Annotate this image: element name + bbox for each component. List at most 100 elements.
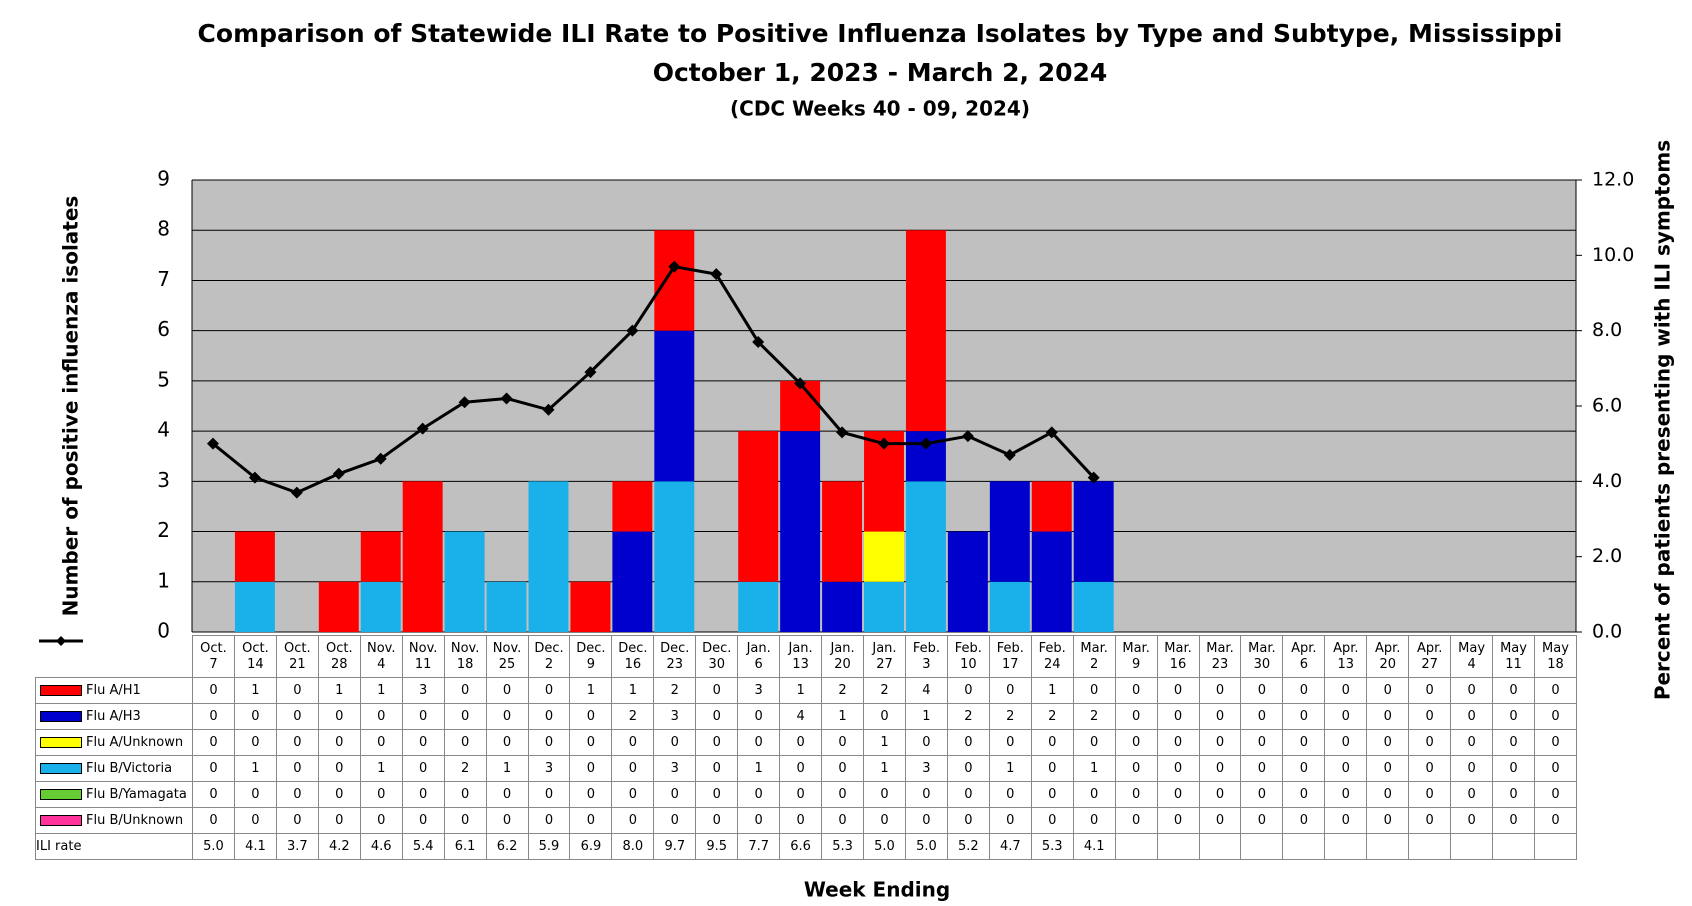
- x-tick-label: Mar. 16: [1156, 635, 1200, 678]
- table-cell: 0: [1324, 755, 1368, 782]
- table-cell: 0: [1366, 755, 1410, 782]
- table-cell: 0: [359, 781, 403, 808]
- table-cell: 0: [1366, 781, 1410, 808]
- y-axis-title: Number of positive influenza isolates: [59, 196, 83, 617]
- bar-segment: [360, 581, 401, 632]
- table-cell: 0: [904, 781, 948, 808]
- bar-segment: [654, 481, 695, 632]
- series-row: Flu A/H1 0 1 0 1 1 3 0 0 0 1 1 2 0 3 1 2 2 4 0 0 1 0 0 0 0 0 0 0 0 0 0 0…: [35, 677, 1577, 704]
- table-cell: 8.0: [611, 833, 655, 860]
- ili-marker: [668, 260, 681, 273]
- table-cell: 0: [569, 781, 613, 808]
- table-cell: 0: [821, 755, 864, 782]
- table-cell: 0: [1366, 729, 1410, 756]
- table-cell: 3.7: [275, 833, 319, 860]
- table: Oct. 7 Oct. 14 Oct. 21 Oct. 28 Nov. 4 Nov. 11…: [35, 635, 1577, 860]
- table-cell: 0: [1534, 781, 1577, 808]
- table-cell: 0: [1534, 807, 1577, 834]
- table-cell: 6.1: [443, 833, 487, 860]
- y2-tick-label: 12.0: [1592, 169, 1634, 191]
- x-axis-title: Week Ending: [804, 878, 950, 902]
- table-cell: 0: [1156, 729, 1200, 756]
- ili-line: [212, 264, 1095, 495]
- x-tick-label: Oct. 14: [233, 635, 277, 678]
- table-cell: 0: [1030, 729, 1074, 756]
- table-cell: 1: [821, 703, 864, 730]
- x-tick-label: Dec. 16: [611, 635, 655, 678]
- table-cell: 0: [779, 729, 823, 756]
- table-cell: 0: [1198, 677, 1242, 704]
- table-cell: 0: [1408, 703, 1452, 730]
- table-cell: 0: [988, 807, 1032, 834]
- table-cell: 0: [946, 755, 990, 782]
- table-cell: 0: [1450, 807, 1494, 834]
- bar-segment: [234, 581, 275, 632]
- legend-label: Flu B/Yamagata: [86, 787, 187, 802]
- table-cell: 0: [1366, 703, 1410, 730]
- table-cell: 0: [527, 729, 571, 756]
- table-cell: 0: [1408, 729, 1452, 756]
- table-cell: 0: [946, 781, 990, 808]
- bar-segment: [654, 230, 695, 331]
- y-tick-label: 5: [157, 367, 170, 391]
- table-cell: 0: [1408, 677, 1452, 704]
- table-cell: 1: [359, 755, 403, 782]
- table-cell: 0: [1450, 781, 1494, 808]
- legend-label: Flu B/Victoria: [86, 761, 173, 776]
- table-cell: 0: [233, 729, 277, 756]
- x-tick-label: May 18: [1534, 635, 1577, 678]
- y-tick-label: 9: [157, 167, 170, 191]
- table-cell: 0: [233, 807, 277, 834]
- bar-segment: [402, 481, 443, 632]
- table-cell: 4: [779, 703, 823, 730]
- table-cell: 0: [485, 677, 529, 704]
- table-cell: 0: [1534, 703, 1577, 730]
- series-row: ILI rate 5.0 4.1 3.7 4.2 4.6 5.4 6.1 6.2 5.9 6.9 8.…: [35, 636, 1577, 860]
- legend-entry: Flu A/Unknown: [35, 729, 193, 756]
- table-cell: 0: [737, 703, 781, 730]
- y2-tick-label: 2.0: [1592, 545, 1622, 567]
- x-tick-label: Oct. 28: [317, 635, 361, 678]
- table-cell: 0: [695, 703, 739, 730]
- table-cell: 3: [653, 703, 697, 730]
- table-cell: 0: [485, 781, 529, 808]
- table-cell: 0: [1030, 781, 1074, 808]
- table-cell: 0: [1282, 729, 1326, 756]
- table-cell: 1: [569, 677, 613, 704]
- bar-segment: [989, 581, 1030, 632]
- table-cell: 0: [1156, 703, 1200, 730]
- series-row: Flu B/Yamagata 0 0 0 0 0 0 0 0 0 0 0 0 0 0 0 0 0 0 0 0 0 0 0 0 0 0…: [35, 781, 1577, 808]
- table-cell: 0: [946, 729, 990, 756]
- table-cell: 0: [1240, 677, 1284, 704]
- bar-segment: [822, 581, 863, 632]
- table-cell: 0: [1534, 755, 1577, 782]
- table-cell: 4.1: [1072, 833, 1116, 860]
- table-cell: 0: [695, 807, 739, 834]
- table-cell: 0: [1324, 703, 1368, 730]
- table-cell: 0: [192, 807, 235, 834]
- table-cell: 0: [485, 703, 529, 730]
- table-cell: 1: [779, 677, 823, 704]
- table-cell: 0: [611, 807, 655, 834]
- legend-entry: Flu B/Yamagata: [35, 781, 193, 808]
- table-cell: 2: [443, 755, 487, 782]
- table-cell: 0: [485, 729, 529, 756]
- table-cell: 4: [904, 677, 948, 704]
- table-cell: 1: [988, 755, 1032, 782]
- y-tick-label: 3: [157, 468, 170, 492]
- ili-marker: [542, 403, 555, 416]
- bar-segment: [612, 481, 653, 532]
- table-cell: 0: [737, 781, 781, 808]
- table-cell: 0: [988, 677, 1032, 704]
- x-tick-label: Oct. 21: [275, 635, 319, 678]
- table-cell: 0: [527, 703, 571, 730]
- table-cell: 0: [317, 755, 361, 782]
- series-row: Flu A/Unknown 0 0 0 0 0 0 0 0 0 0 0 0 0 0 0 0 1 0 0 0 0 0 0 0 0 0 0…: [35, 729, 1577, 756]
- table-cell: 0: [485, 807, 529, 834]
- table-cell: 0: [401, 729, 445, 756]
- table-cell: 3: [904, 755, 948, 782]
- x-tick-label: Apr. 27: [1408, 635, 1452, 678]
- table-cell: 2: [653, 677, 697, 704]
- table-cell: 6.9: [569, 833, 613, 860]
- table-cell: 2: [863, 677, 906, 704]
